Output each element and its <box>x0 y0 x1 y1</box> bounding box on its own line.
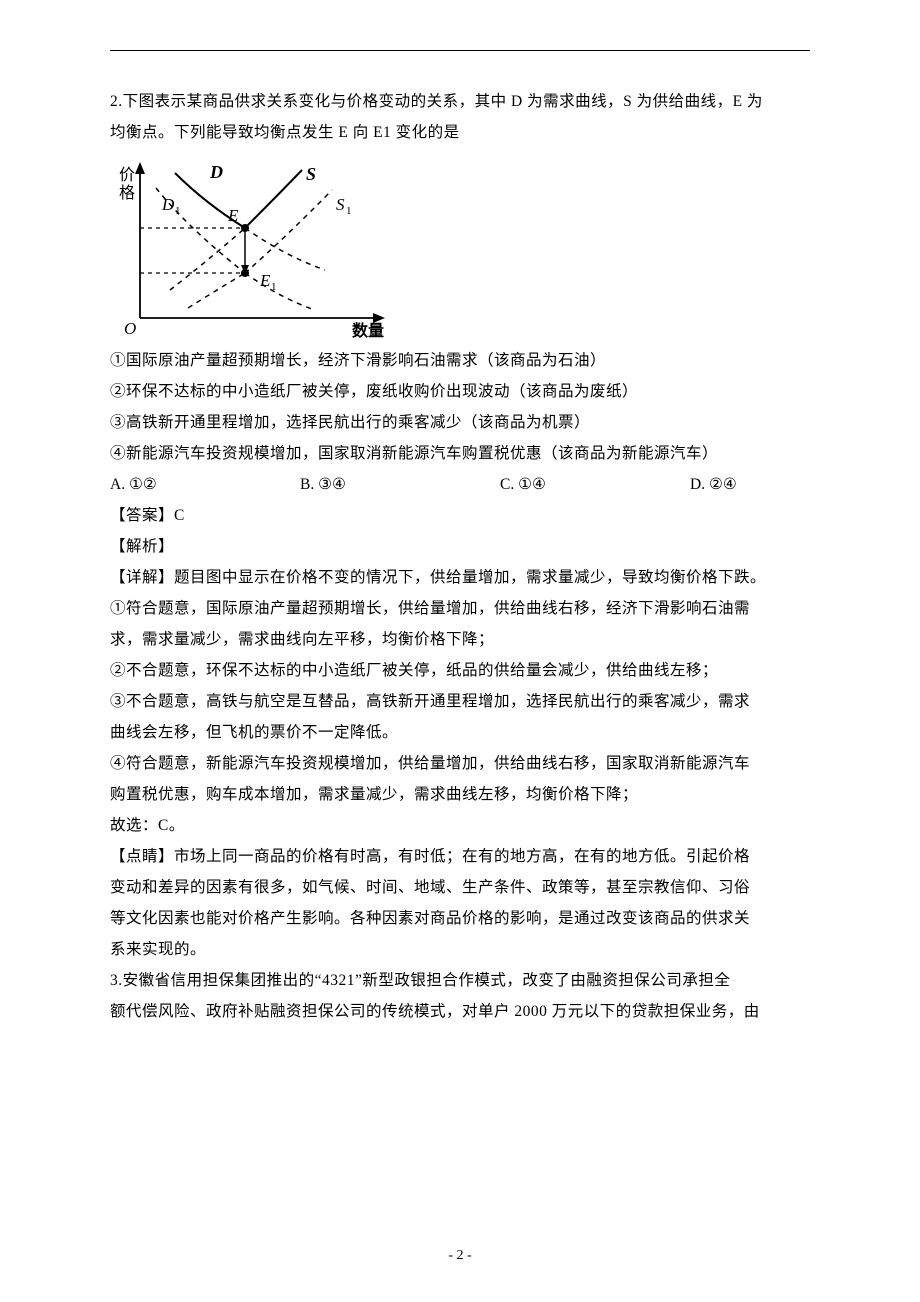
y-axis-label-2: 格 <box>119 184 135 202</box>
label-d1: D <box>161 195 175 214</box>
x-axis-label: 数量 <box>352 321 384 338</box>
label-e: E <box>227 206 239 225</box>
detail-l6: 曲线会左移，但飞机的票价不一定降低。 <box>110 717 810 748</box>
label-e1-sub: 1 <box>271 281 277 293</box>
label-e1: E <box>259 271 271 290</box>
top-divider <box>110 50 810 51</box>
detail-l8: 购置税优惠，购车成本增加，需求量减少，需求曲线左移，均衡价格下降； <box>110 779 810 810</box>
q2-item-2: ②环保不达标的中小造纸厂被关停，废纸收购价出现波动（该商品为废纸） <box>110 376 810 407</box>
tip-l2: 变动和差异的因素有很多，如气候、时间、地域、生产条件、政策等，甚至宗教信仰、习俗 <box>110 872 810 903</box>
y-axis-label-1: 价 <box>119 167 135 184</box>
origin-label: O <box>124 319 136 338</box>
label-d1-sub: 1 <box>175 205 181 217</box>
q3-line2: 额代偿风险、政府补贴融资担保公司的传统模式，对单户 2000 万元以下的贷款担保… <box>110 996 810 1027</box>
label-d: D <box>209 162 223 182</box>
detail-l3: 求，需求量减少，需求曲线向左平移，均衡价格下降； <box>110 624 810 655</box>
label-s: S <box>306 164 316 184</box>
label-s1-sub: 1 <box>346 205 352 217</box>
analysis-label: 【解析】 <box>110 531 810 562</box>
q2-options-row: A. ①② B. ③④ C. ①④ D. ②④ <box>110 469 810 500</box>
q3-line1: 3.安徽省信用担保集团推出的“4321”新型政银担合作模式，改变了由融资担保公司… <box>110 965 810 996</box>
page-number: - 2 - <box>0 1248 920 1264</box>
detail-l7: ④符合题意，新能源汽车投资规模增加，供给量增加，供给曲线右移，国家取消新能源汽车 <box>110 748 810 779</box>
q2-item-1: ①国际原油产量超预期增长，经济下滑影响石油需求（该商品为石油） <box>110 345 810 376</box>
detail-l4: ②不合题意，环保不达标的中小造纸厂被关停，纸品的供给量会减少，供给曲线左移； <box>110 655 810 686</box>
q2-stem-line1: 2.下图表示某商品供求关系变化与价格变动的关系，其中 D 为需求曲线，S 为供给… <box>110 86 810 117</box>
option-c: C. ①④ <box>500 469 690 500</box>
option-d: D. ②④ <box>690 469 737 500</box>
tip-l1: 【点睛】市场上同一商品的价格有时高，有时低；在有的地方高，在有的地方低。引起价格 <box>110 841 810 872</box>
label-s1: S <box>336 195 345 214</box>
detail-l9: 故选：C。 <box>110 810 810 841</box>
q2-stem-line2: 均衡点。下列能导致均衡点发生 E 向 E1 变化的是 <box>110 117 810 148</box>
q2-item-3: ③高铁新开通里程增加，选择民航出行的乘客减少（该商品为机票） <box>110 407 810 438</box>
tip-l3: 等文化因素也能对价格产生影响。各种因素对商品价格的影响，是通过改变该商品的供求关 <box>110 903 810 934</box>
option-a: A. ①② <box>110 469 300 500</box>
page-container: 2.下图表示某商品供求关系变化与价格变动的关系，其中 D 为需求曲线，S 为供给… <box>0 0 920 1302</box>
supply-demand-chart: 价 格 O 数量 D D 1 S S 1 E E 1 <box>110 158 810 343</box>
tip-l4: 系来实现的。 <box>110 934 810 965</box>
detail-l5: ③不合题意，高铁与航空是互替品，高铁新开通里程增加，选择民航出行的乘客减少，需求 <box>110 686 810 717</box>
detail-l1: 【详解】题目图中显示在价格不变的情况下，供给量增加，需求量减少，导致均衡价格下跌… <box>110 562 810 593</box>
detail-l2: ①符合题意，国际原油产量超预期增长，供给量增加，供给曲线右移，经济下滑影响石油需 <box>110 593 810 624</box>
answer-label: 【答案】C <box>110 500 810 531</box>
option-b: B. ③④ <box>300 469 500 500</box>
q2-item-4: ④新能源汽车投资规模增加，国家取消新能源汽车购置税优惠（该商品为新能源汽车） <box>110 438 810 469</box>
